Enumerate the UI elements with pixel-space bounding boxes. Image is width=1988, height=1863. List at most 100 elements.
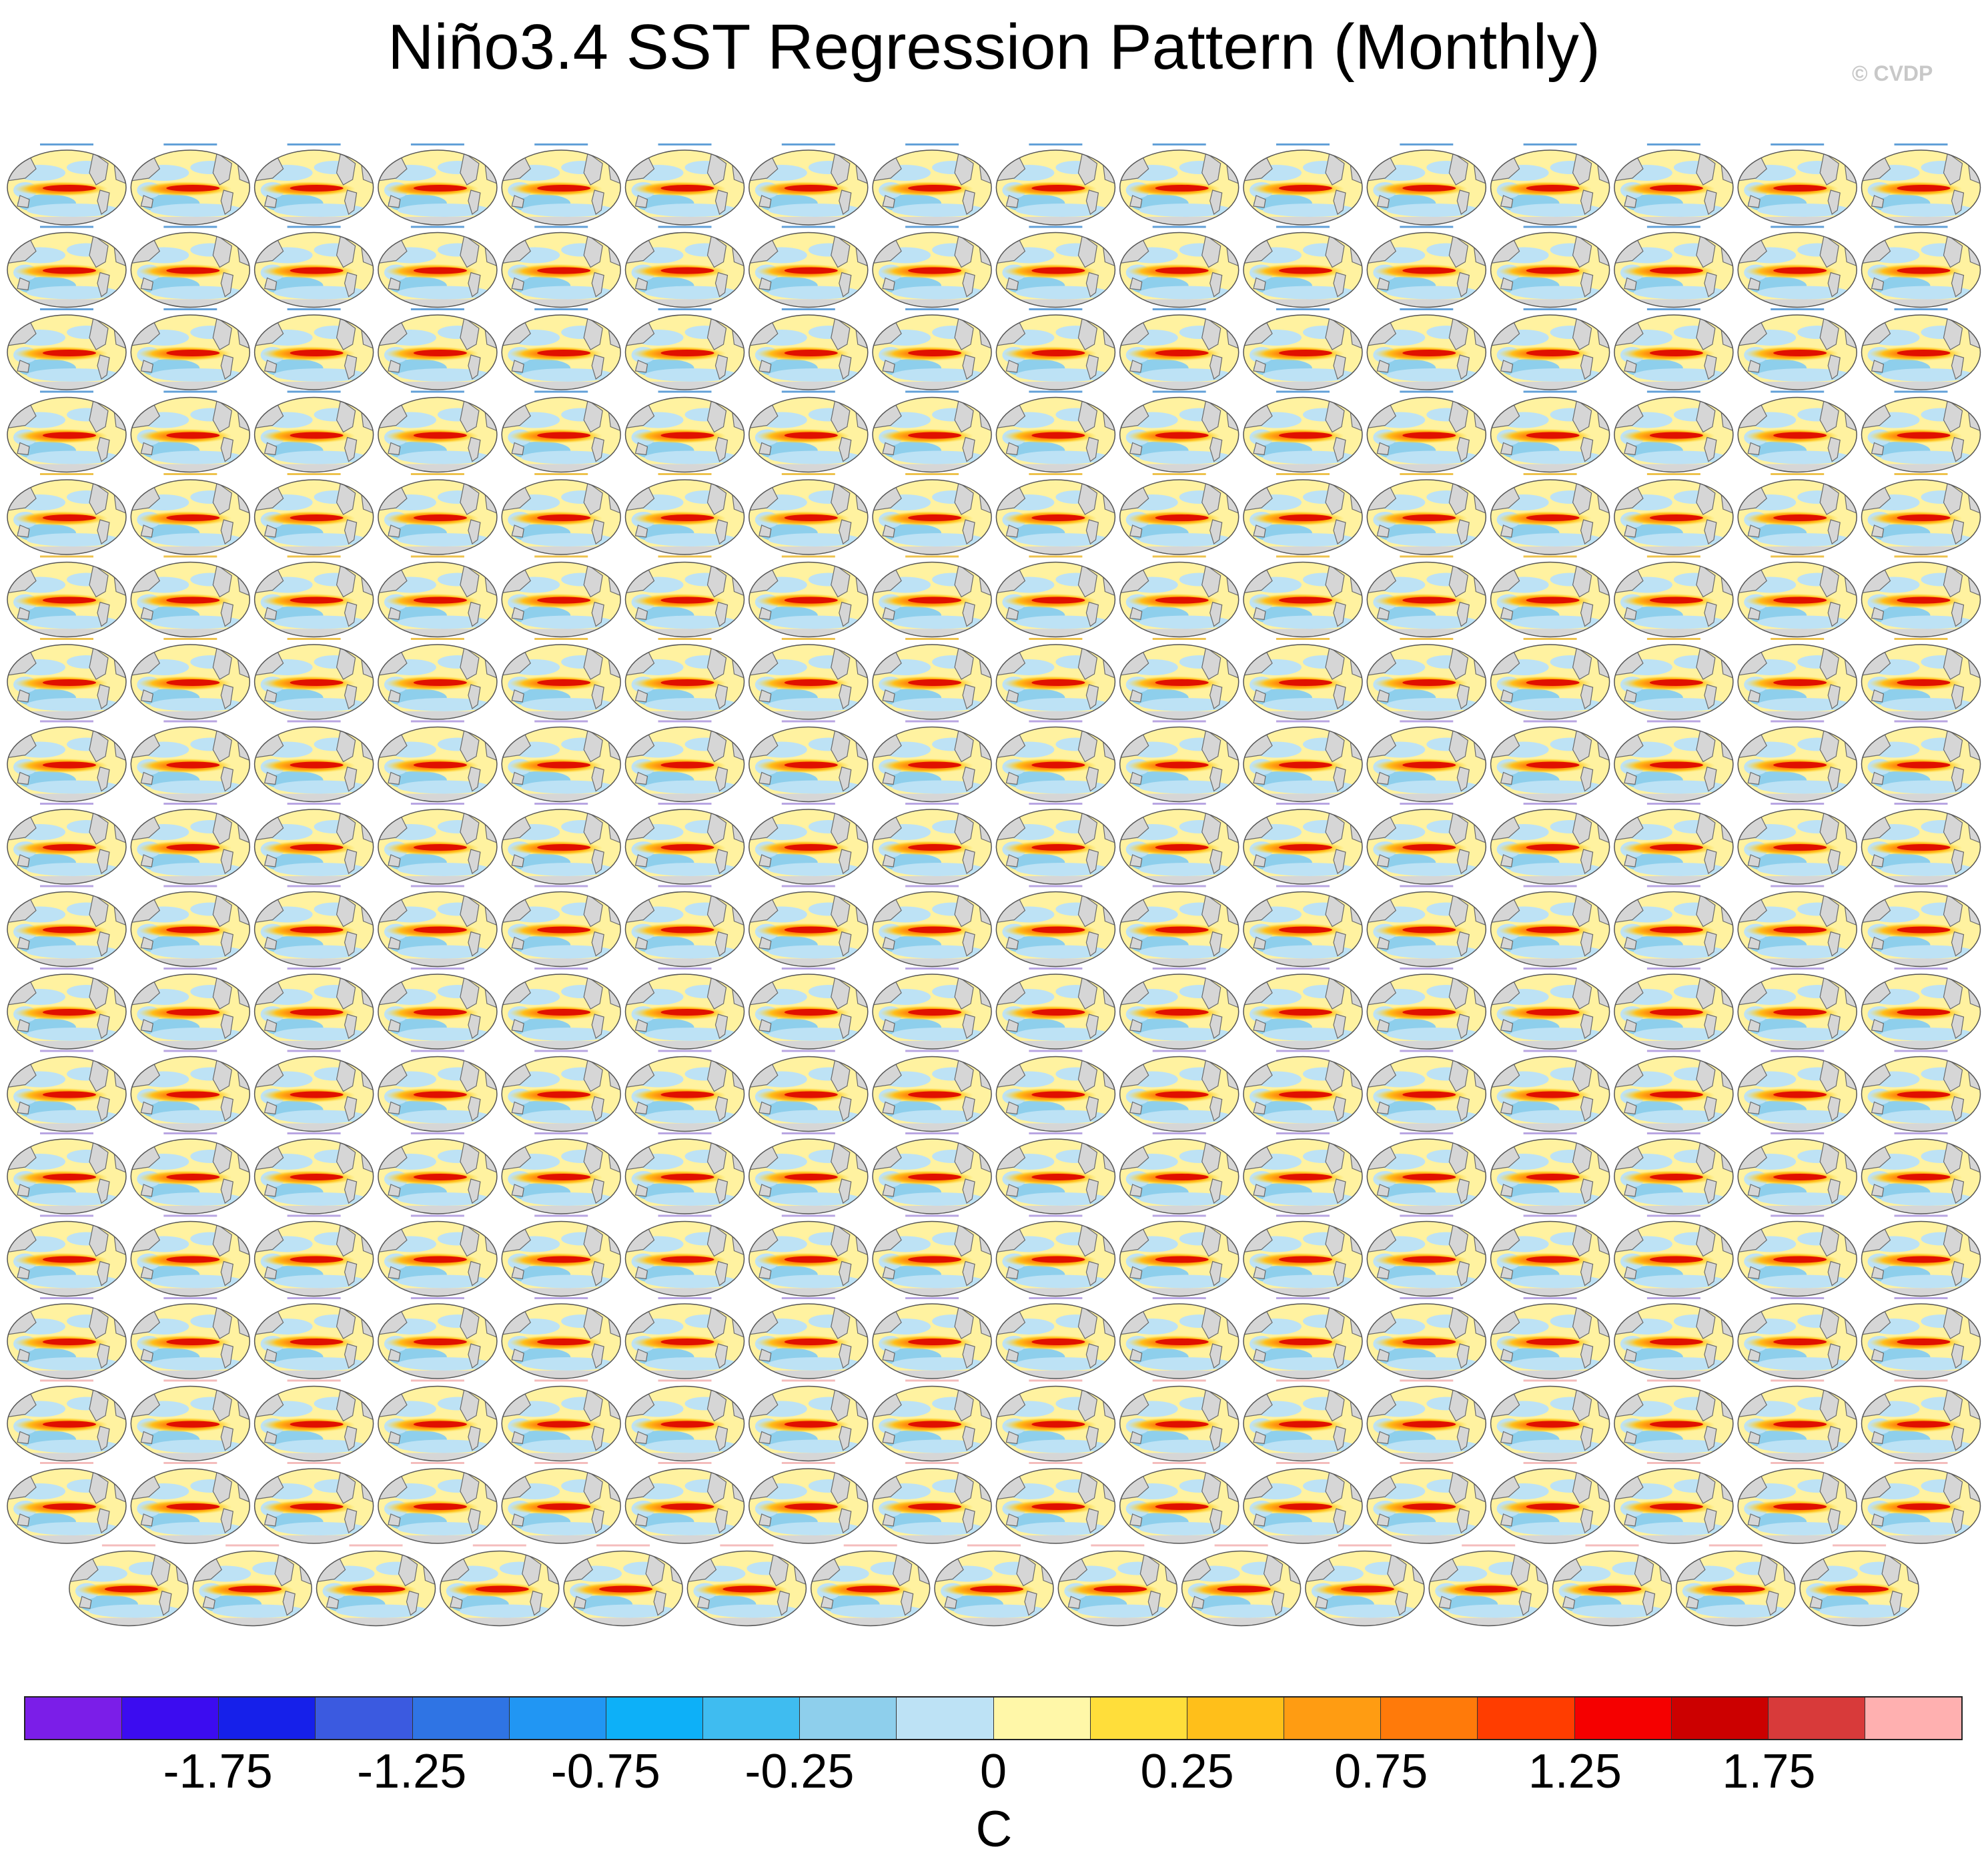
- map-panel: [1119, 143, 1239, 226]
- map-outline: [1119, 891, 1239, 968]
- map-outline: [872, 726, 992, 803]
- map-panel: [7, 1050, 127, 1132]
- panel-caption-mark: [1029, 638, 1083, 640]
- map-outline: [1490, 232, 1610, 308]
- map-panel: [378, 1297, 498, 1379]
- map-panel: [1490, 555, 1610, 638]
- panel-caption-mark: [40, 1379, 93, 1382]
- panel-caption-mark: [1029, 1297, 1083, 1299]
- map-outline: [1861, 232, 1981, 308]
- panel-caption-mark: [1276, 885, 1330, 887]
- map-outline: [624, 726, 745, 803]
- map-outline: [1428, 1550, 1548, 1627]
- map-panel: [7, 390, 127, 473]
- map-panel: [1366, 885, 1487, 968]
- panel-caption-mark: [410, 555, 464, 558]
- map-outline: [1737, 1385, 1857, 1462]
- map-outline: [501, 479, 621, 555]
- map-panel: [872, 308, 992, 390]
- map-panel: [7, 1379, 127, 1462]
- map-panel: [995, 1462, 1116, 1544]
- map-panel: [1614, 1297, 1734, 1379]
- panel-caption-mark: [163, 1050, 217, 1052]
- map-outline: [872, 974, 992, 1050]
- map-outline: [1614, 1385, 1734, 1462]
- map-panel: [254, 1297, 374, 1379]
- map-panel: [1614, 143, 1734, 226]
- panel-caption-mark: [1646, 1132, 1700, 1134]
- panel-caption-mark: [287, 1462, 341, 1464]
- map-panel: [872, 390, 992, 473]
- map-outline: [995, 726, 1116, 803]
- panel-caption-mark: [1646, 143, 1700, 145]
- map-panel: [1737, 1132, 1857, 1214]
- map-outline: [1490, 396, 1610, 473]
- map-panel: [501, 390, 621, 473]
- map-outline: [995, 396, 1116, 473]
- panel-caption-mark: [40, 638, 93, 640]
- map-panel: [872, 1462, 992, 1544]
- map-panel: [1366, 803, 1487, 885]
- map-panel: [378, 968, 498, 1050]
- map-outline: [1119, 1468, 1239, 1544]
- panel-caption-mark: [1400, 1297, 1454, 1299]
- map-panel: [1366, 1050, 1487, 1132]
- panel-caption-mark: [1523, 885, 1577, 887]
- map-outline: [872, 561, 992, 638]
- panel-caption-mark: [1400, 1214, 1454, 1217]
- panel-caption-mark: [1523, 473, 1577, 475]
- map-panel: [501, 226, 621, 308]
- map-panel: [69, 1544, 189, 1627]
- map-outline: [995, 314, 1116, 390]
- panel-caption-mark: [287, 1297, 341, 1299]
- map-outline: [254, 1385, 374, 1462]
- map-panel: [1490, 226, 1610, 308]
- map-panel: [130, 308, 251, 390]
- map-outline: [1861, 1056, 1981, 1132]
- map-panel: [501, 1050, 621, 1132]
- panel-caption-mark: [1523, 1379, 1577, 1382]
- map-outline: [1243, 1303, 1363, 1379]
- map-outline: [1366, 974, 1487, 1050]
- map-panel: [378, 143, 498, 226]
- panel-caption-mark: [40, 473, 93, 475]
- map-outline: [749, 149, 869, 226]
- map-outline: [501, 1138, 621, 1214]
- map-outline: [7, 1385, 127, 1462]
- map-outline: [1366, 314, 1487, 390]
- map-outline: [378, 644, 498, 720]
- map-outline: [501, 891, 621, 968]
- panel-caption-mark: [1152, 390, 1206, 393]
- map-panel: [1243, 1050, 1363, 1132]
- map-panel: [254, 1379, 374, 1462]
- panel-caption-mark: [1585, 1544, 1639, 1547]
- panel-caption-mark: [534, 1462, 588, 1464]
- panel-caption-mark: [905, 555, 959, 558]
- map-panel: [130, 1132, 251, 1214]
- map-panel: [1614, 390, 1734, 473]
- map-panel: [254, 226, 374, 308]
- map-outline: [1243, 974, 1363, 1050]
- map-outline: [1490, 1056, 1610, 1132]
- panel-caption-mark: [1276, 1132, 1330, 1134]
- map-panel: [749, 1462, 869, 1544]
- page-title: Niño3.4 SST Regression Pattern (Monthly): [388, 11, 1600, 83]
- map-outline: [7, 314, 127, 390]
- map-outline: [501, 974, 621, 1050]
- panel-caption-mark: [1646, 638, 1700, 640]
- map-outline: [624, 974, 745, 1050]
- map-panel: [1119, 473, 1239, 555]
- map-outline: [1676, 1550, 1796, 1627]
- panel-caption-mark: [1646, 1462, 1700, 1464]
- map-outline: [130, 1138, 251, 1214]
- map-panel: [872, 1297, 992, 1379]
- map-outline: [378, 974, 498, 1050]
- map-panel: [1614, 968, 1734, 1050]
- map-outline: [624, 1220, 745, 1297]
- panel-caption-mark: [1646, 555, 1700, 558]
- map-panel: [1861, 638, 1981, 720]
- panel-caption-mark: [658, 226, 712, 228]
- map-panel: [1490, 1214, 1610, 1297]
- panel-caption-mark: [1152, 720, 1206, 723]
- map-outline: [378, 396, 498, 473]
